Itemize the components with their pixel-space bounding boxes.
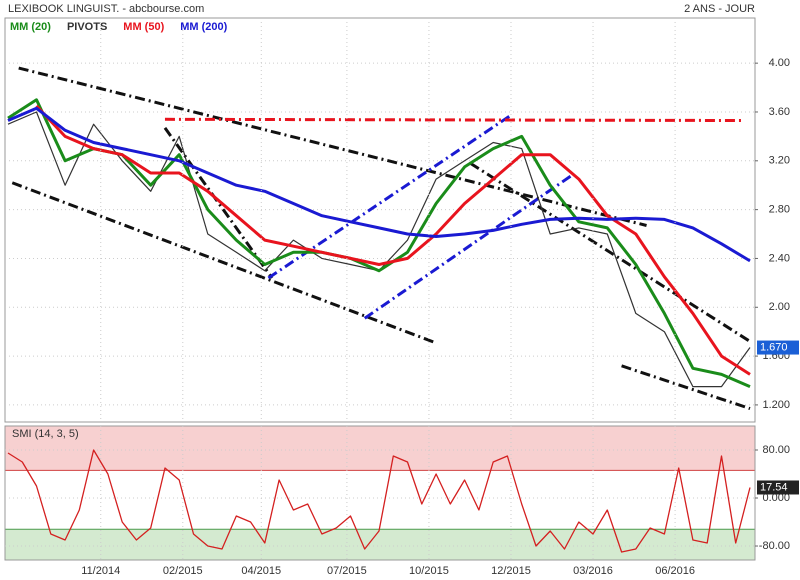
pivot-line bbox=[621, 364, 751, 410]
moving-average bbox=[7, 106, 751, 263]
pivot-line bbox=[11, 181, 436, 345]
y-tick-label: 3.20 bbox=[769, 155, 790, 167]
panel-frame bbox=[4, 425, 756, 561]
y-tick-label: 2.40 bbox=[769, 252, 790, 264]
y-tick-label: 3.60 bbox=[769, 106, 790, 118]
moving-average bbox=[7, 98, 751, 388]
y-tick-label: 1.200 bbox=[762, 399, 790, 411]
overbought-zone bbox=[5, 426, 755, 471]
y-tick-label: 4.00 bbox=[769, 57, 790, 69]
y-tick-label: -80.00 bbox=[759, 540, 790, 552]
last-value-tag bbox=[757, 480, 799, 495]
smi-line bbox=[7, 449, 751, 553]
y-tick-label: 2.80 bbox=[769, 204, 790, 216]
y-tick-label: 0.000 bbox=[762, 492, 790, 504]
chart-title: LEXIBOOK LINGUIST. - abcbourse.com bbox=[8, 3, 204, 15]
pivot-line bbox=[18, 66, 647, 227]
x-tick-label: 03/2016 bbox=[573, 565, 613, 577]
x-tick-label: 10/2015 bbox=[409, 565, 449, 577]
moving-average bbox=[35, 104, 751, 376]
last-value-label: 1.670 bbox=[760, 341, 788, 353]
pivot-line bbox=[164, 117, 743, 123]
chart-subtitle: 2 ANS - JOUR bbox=[684, 3, 755, 15]
legend-entry: PIVOTS bbox=[67, 21, 107, 33]
x-tick-label: 02/2015 bbox=[163, 565, 203, 577]
x-tick-label: 06/2016 bbox=[655, 565, 695, 577]
last-value-label: 17.54 bbox=[760, 481, 788, 493]
y-tick-label: 80.00 bbox=[762, 444, 790, 456]
x-tick-label: 11/2014 bbox=[81, 565, 120, 577]
legend-entry: MM (50) bbox=[123, 21, 164, 33]
x-tick-label: 12/2015 bbox=[491, 565, 531, 577]
panel-frame bbox=[4, 17, 756, 423]
y-tick-label: 2.00 bbox=[769, 301, 790, 313]
x-tick-label: 07/2015 bbox=[327, 565, 367, 577]
legend-entry: MM (200) bbox=[180, 21, 227, 33]
pivot-line bbox=[363, 174, 573, 320]
pivot-line bbox=[469, 161, 751, 343]
panel-title: SMI (14, 3, 5) bbox=[12, 428, 79, 440]
legend-entry: MM (20) bbox=[10, 21, 51, 33]
oversold-zone bbox=[5, 529, 755, 560]
x-tick-label: 04/2015 bbox=[241, 565, 281, 577]
last-value-tag bbox=[757, 340, 799, 355]
